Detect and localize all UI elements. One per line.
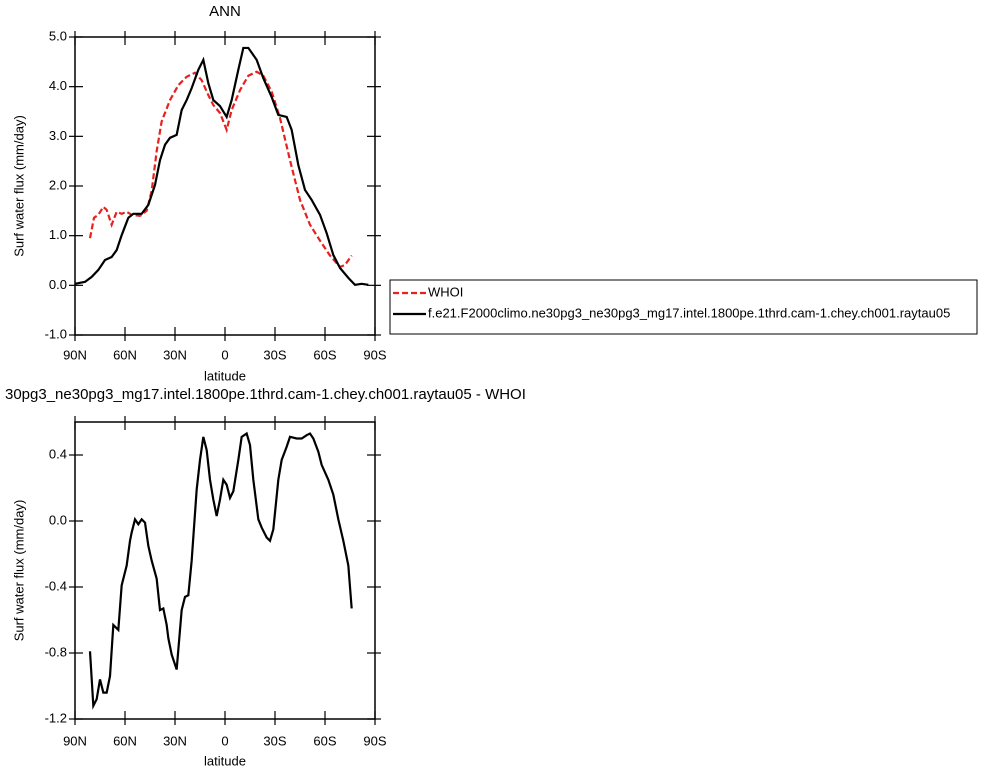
x-tick-label: 90S [363,733,386,748]
x-axis-label: latitude [204,753,246,768]
y-axis-label: Surf water flux (mm/day) [11,500,26,642]
x-tick-label: 30N [163,347,187,362]
chart-title: 30pg3_ne30pg3_mg17.intel.1800pe.1thrd.ca… [5,386,526,403]
x-tick-label: 90S [363,347,386,362]
x-tick-label: 90N [63,347,87,362]
y-tick-label: 1.0 [49,227,67,242]
plot-frame [74,36,376,336]
data-line [88,70,353,269]
legend-label: WHOI [428,284,463,299]
x-tick-label: 30N [163,733,187,748]
x-tick-label: 0 [221,347,228,362]
x-tick-label: 30S [263,347,286,362]
x-tick-label: 60S [313,347,336,362]
x-axis-label: latitude [204,368,246,383]
legend-label: f.e21.F2000climo.ne30pg3_ne30pg3_mg17.in… [428,305,950,320]
y-tick-label: 5.0 [49,28,67,43]
plot-frame [74,421,376,720]
y-tick-label: 0.0 [49,277,67,292]
x-tick-label: 60S [313,733,336,748]
y-tick-label: 0.0 [49,512,67,527]
x-tick-label: 60N [113,347,137,362]
y-tick-label: -0.4 [45,578,67,593]
data-line [88,431,353,710]
y-axis-label: Surf water flux (mm/day) [11,115,26,257]
y-tick-label: -1.0 [45,326,67,341]
x-tick-label: 0 [221,733,228,748]
x-tick-label: 60N [113,733,137,748]
y-tick-label: 4.0 [49,78,67,93]
y-tick-label: -1.2 [45,710,67,725]
y-tick-label: 3.0 [49,128,67,143]
legend-box [389,279,978,335]
data-line [74,46,369,287]
chart-title: ANN [209,3,241,20]
x-tick-label: 90N [63,733,87,748]
y-tick-label: -0.8 [45,644,67,659]
y-tick-label: 0.4 [49,446,67,461]
x-tick-label: 30S [263,733,286,748]
y-tick-label: 2.0 [49,177,67,192]
